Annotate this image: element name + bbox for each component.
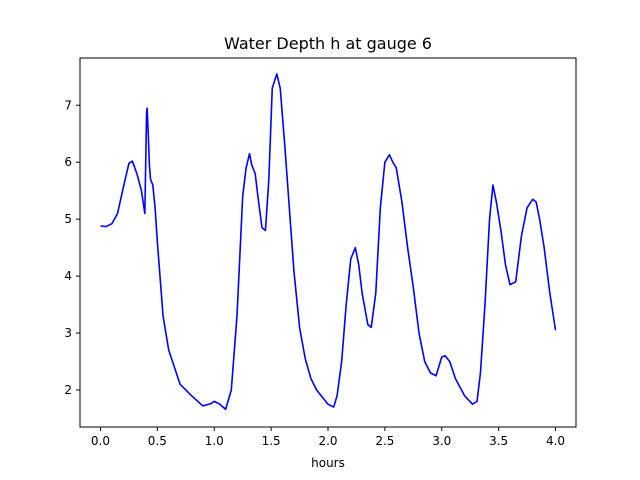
plot-frame xyxy=(79,57,577,428)
y-tick-label: 2 xyxy=(64,383,72,397)
x-tick-label: 2.0 xyxy=(318,434,337,448)
y-tick-label: 4 xyxy=(64,269,72,283)
x-tick-label: 4.0 xyxy=(546,434,565,448)
x-tick-label: 1.5 xyxy=(262,434,281,448)
x-tick-label: 2.5 xyxy=(375,434,394,448)
y-axis-ticks: 2 3 4 5 6 7 xyxy=(64,98,80,397)
x-tick-label: 3.5 xyxy=(489,434,508,448)
series-line-0 xyxy=(100,73,557,411)
series-layer xyxy=(100,73,557,411)
x-tick-label: 3.0 xyxy=(432,434,451,448)
y-tick-label: 3 xyxy=(64,326,72,340)
x-tick-label: 0.5 xyxy=(148,434,167,448)
chart-title: Water Depth h at gauge 6 xyxy=(224,34,432,53)
x-tick-label: 1.0 xyxy=(205,434,224,448)
y-tick-label: 7 xyxy=(64,98,72,112)
x-axis-ticks: 0.0 0.5 1.0 1.5 2.0 2.5 3.0 3.5 4.0 xyxy=(91,427,565,448)
x-tick-label: 0.0 xyxy=(91,434,110,448)
y-tick-label: 5 xyxy=(64,212,72,226)
y-tick-label: 6 xyxy=(64,155,72,169)
x-axis-label: hours xyxy=(311,456,345,470)
